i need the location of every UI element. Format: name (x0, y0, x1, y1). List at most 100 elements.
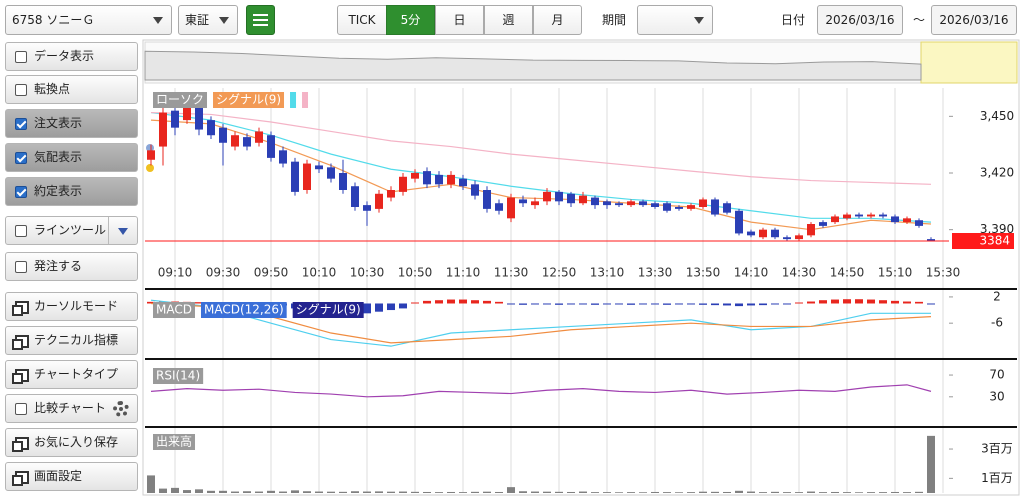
button-label: チャートタイプ (34, 367, 118, 381)
date-to[interactable]: 2026/03/16 (931, 5, 1017, 35)
x-tick-label: 14:50 (830, 266, 865, 280)
volume-bar (687, 492, 695, 493)
candle-body (159, 112, 167, 147)
sidebar-button[interactable]: 約定表示 (5, 177, 138, 206)
interval-tab[interactable]: 日 (435, 5, 484, 35)
sidebar-button[interactable]: 比較チャート (5, 394, 138, 423)
candle-body (567, 193, 575, 204)
candle-body (231, 135, 239, 147)
candle-body (903, 218, 911, 223)
checkbox[interactable] (15, 152, 27, 164)
checkbox[interactable] (15, 225, 27, 237)
volume-bar (183, 490, 191, 493)
menu-toggle[interactable] (108, 217, 137, 244)
x-tick-label: 14:10 (734, 266, 769, 280)
candle-body (735, 210, 743, 234)
volume-bar (471, 491, 479, 493)
checkbox[interactable] (15, 84, 27, 96)
settings-icon[interactable] (113, 401, 129, 417)
histogram-bar (363, 303, 371, 314)
histogram-bar (663, 303, 671, 305)
sidebar-button[interactable]: 転換点 (5, 75, 138, 104)
checkbox[interactable] (15, 118, 27, 130)
histogram-bar (459, 299, 467, 304)
settings-hub (119, 407, 123, 411)
legend-label: RSI(14) (156, 369, 200, 383)
candle-body (687, 205, 695, 209)
volume-bar (651, 491, 659, 493)
volume-bar (591, 492, 599, 493)
candle-body (255, 131, 263, 143)
checkbox[interactable] (15, 51, 27, 63)
interval-tab[interactable]: TICK (337, 5, 387, 35)
candle-body (531, 201, 539, 206)
histogram-bar (903, 301, 911, 304)
sidebar-button[interactable]: チャートタイプ (5, 360, 138, 389)
volume-bar (291, 490, 299, 493)
sidebar-button[interactable]: 画面設定 (5, 462, 138, 491)
volume-bar (819, 492, 827, 493)
candle-body (267, 135, 275, 158)
candle-body (495, 203, 503, 211)
candle-body (507, 197, 515, 219)
y-tick-label: 2 (993, 289, 1001, 303)
volume-bar (423, 491, 431, 493)
candle-body (579, 195, 587, 204)
volume-bar (171, 487, 179, 493)
sidebar-button[interactable]: テクニカル指標 (5, 326, 138, 355)
candle-body (399, 176, 407, 192)
histogram-bar (195, 302, 203, 304)
candle-body (783, 237, 791, 240)
overview-window[interactable] (920, 41, 1018, 84)
histogram-bar (519, 303, 527, 305)
period-select[interactable] (637, 5, 713, 35)
interval-tab[interactable]: 月 (533, 5, 582, 35)
symbol-select[interactable]: 6758 ソニーＧ (5, 5, 172, 35)
sidebar-button[interactable]: ラインツール (5, 216, 138, 245)
checkbox[interactable] (15, 261, 27, 273)
candle-body (543, 191, 551, 202)
candle-body (351, 186, 359, 207)
legend-label: ローソク (156, 93, 204, 107)
candle-body (723, 203, 731, 213)
interval-tab[interactable]: 5分 (386, 5, 435, 35)
sidebar-button[interactable]: データ表示 (5, 42, 138, 71)
legend-box (292, 302, 364, 318)
sidebar-button[interactable]: カーソルモード (5, 292, 138, 321)
overview-area (144, 50, 922, 81)
date-from[interactable]: 2026/03/16 (817, 5, 903, 35)
volume-bar (339, 491, 347, 493)
histogram-bar (927, 303, 935, 305)
market-select[interactable]: 東証 (178, 5, 238, 35)
interval-tab[interactable]: 週 (484, 5, 533, 35)
histogram-bar (435, 300, 443, 304)
checkbox[interactable] (15, 186, 27, 198)
histogram-bar (771, 303, 779, 305)
window-icon (12, 301, 29, 316)
histogram-bar (831, 299, 839, 304)
dropdown-arrow (694, 17, 704, 24)
volume-bar (711, 491, 719, 493)
legend-label: シグナル(9) (216, 93, 281, 107)
sidebar-button[interactable]: 気配表示 (5, 143, 138, 172)
sidebar-button[interactable]: 注文表示 (5, 109, 138, 138)
volume-bar (351, 491, 359, 493)
volume-bar (567, 491, 575, 493)
candle-body (423, 171, 431, 185)
legend-label: 出来高 (156, 435, 192, 449)
order-marker (146, 144, 154, 152)
volume-bar (159, 488, 167, 493)
list-button[interactable] (246, 5, 275, 35)
indicator-line (150, 119, 932, 231)
sidebar-button[interactable]: 発注する (5, 252, 138, 281)
candle-body (843, 214, 851, 219)
histogram-bar (567, 303, 575, 305)
sidebar-button[interactable]: お気に入り保存 (5, 428, 138, 457)
last-price-box (952, 233, 1014, 249)
histogram-bar (891, 300, 899, 304)
indicator-line (150, 111, 932, 223)
checkbox[interactable] (15, 403, 27, 415)
histogram-bar (819, 300, 827, 304)
histogram-bar (783, 303, 791, 305)
candle-body (459, 178, 467, 187)
